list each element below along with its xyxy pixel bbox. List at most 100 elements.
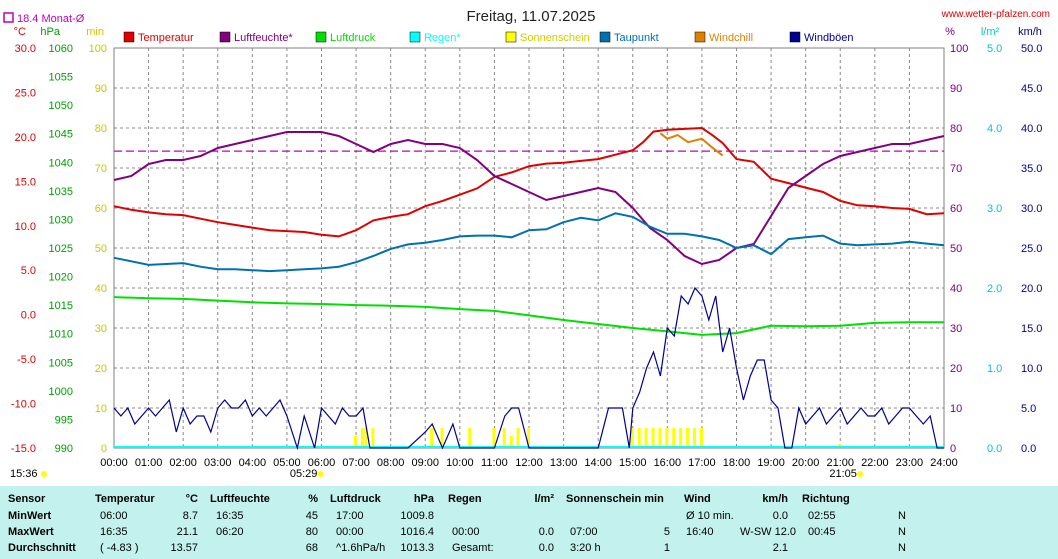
legend: Temperatur Luftfeuchte* Luftdruck Regen* Son… [123, 31, 854, 44]
stats-cell: 00:00 [452, 526, 480, 538]
sunshine-bar [630, 428, 634, 448]
stats-cell: 21.1 [176, 526, 198, 538]
stats-cell: 07:00 [570, 526, 598, 538]
min-tick: 100 [89, 43, 107, 55]
series-windchill [659, 132, 724, 157]
x-tick: 18:00 [723, 457, 751, 469]
sunrise-icon [317, 471, 324, 477]
stats-cell: hPa [413, 493, 434, 505]
sunshine-bar [364, 428, 368, 448]
stats-table: Sensor Temperatur °C Luftfeuchte% Luftdruck h… [0, 486, 1058, 559]
x-tick: 19:00 [757, 457, 785, 469]
legend-label: Windböen [804, 32, 854, 44]
series-luftdruck [113, 296, 944, 336]
stats-cell: 02:55 [808, 510, 836, 522]
stats-cell: 1016.4 [400, 526, 434, 538]
stats-cell: 1 [663, 542, 670, 554]
sunshine-bar [516, 428, 520, 448]
sunshine-bar [430, 428, 434, 448]
x-tick: 17:00 [688, 457, 716, 469]
temp-tick: 25.0 [15, 87, 36, 99]
x-tick: 14:00 [584, 457, 612, 469]
site-link[interactable]: www.wetter-pfalzen.com [941, 9, 1050, 20]
kmh-tick: 40.0 [1021, 123, 1042, 135]
kmh-tick: 15.0 [1021, 323, 1042, 335]
stats-cell: 13.57 [170, 542, 198, 554]
stats-cell: 8.7 [182, 510, 198, 522]
temp-tick: 10.0 [15, 221, 36, 233]
stats-cell: ( -4.83 ) [100, 542, 139, 554]
legend-label: Luftfeuchte* [234, 32, 293, 44]
now-marker: 15:36 [10, 468, 38, 480]
stats-cell: N [898, 510, 906, 522]
sunshine-bars [354, 428, 842, 448]
legend-swatch [315, 31, 327, 43]
stats-cell: % [308, 493, 318, 505]
stats-cell: 0.0 [772, 510, 788, 522]
stats-cell: Durchschnitt [8, 542, 76, 554]
sunshine-bar [468, 428, 472, 448]
hpa-tick: 1005 [49, 357, 73, 369]
lm2-unit: l/m² [981, 26, 1000, 38]
series-lines [113, 126, 945, 451]
sunshine-bar [492, 428, 496, 448]
stats-cell: 0.0 [538, 542, 554, 554]
min-tick: 50 [95, 243, 107, 255]
sunshine-bar [361, 428, 364, 448]
pct-tick: 80 [950, 123, 962, 135]
x-tick: 10:00 [446, 457, 474, 469]
sunshine-bar [658, 428, 662, 448]
stats-cell: km/h [762, 493, 788, 505]
pct-tick: 30 [950, 323, 962, 335]
series-windb-en [113, 286, 944, 451]
x-tick: 09:00 [411, 457, 439, 469]
stats-cell: 80 [305, 526, 318, 538]
x-tick: 04:00 [239, 457, 267, 469]
stats-cell: Richtung [802, 493, 850, 505]
hpa-tick: 1055 [49, 72, 73, 84]
temp-tick: -15.0 [11, 443, 36, 455]
stats-cell: Sonnenschein min [566, 493, 664, 505]
x-tick: 02:00 [169, 457, 197, 469]
legend-label: Windchill [709, 32, 753, 44]
temp-tick: 15.0 [15, 176, 36, 188]
pct-tick: 40 [950, 283, 962, 295]
kmh-tick: 35.0 [1021, 163, 1042, 175]
sunshine-bar [665, 428, 669, 448]
hpa-tick: 1015 [49, 300, 73, 312]
sunshine-bar [371, 428, 375, 448]
x-tick: 07:00 [342, 457, 370, 469]
lm2-tick: 1.0 [987, 363, 1002, 375]
hpa-tick: 1040 [49, 157, 73, 169]
hpa-tick: 1020 [49, 272, 73, 284]
sunshine-bar [440, 428, 444, 448]
stats-cell: MaxWert [8, 526, 54, 538]
x-tick: 05:00 [273, 457, 301, 469]
stats-cell: Sensor [8, 493, 46, 505]
legend-swatch [789, 31, 801, 43]
min-tick: 90 [95, 83, 107, 95]
pct-tick: 100 [950, 43, 968, 55]
monat-label: 18.4 Monat-Ø [17, 13, 85, 25]
legend-swatch [409, 31, 421, 43]
legend-label: Regen* [424, 32, 461, 44]
x-tick: 23:00 [896, 457, 924, 469]
temp-tick: 30.0 [15, 43, 36, 55]
stats-cell: 16:35 [216, 510, 244, 522]
kmh-unit: km/h [1018, 26, 1042, 38]
stats-cell: ^1.6hPa/h [336, 542, 386, 554]
stats-cell: 5 [663, 526, 670, 538]
sunshine-bar [502, 428, 506, 448]
temp-unit: °C [14, 26, 26, 38]
lm2-tick: 2.0 [987, 283, 1002, 295]
stats-cell: MinWert [8, 510, 52, 522]
hpa-tick: 1035 [49, 186, 73, 198]
pct-tick: 20 [950, 363, 962, 375]
stats-cell: °C [185, 493, 198, 505]
stats-cell: N [898, 526, 906, 538]
hpa-tick: 1060 [49, 43, 73, 55]
stats-cell: 17:00 [336, 510, 364, 522]
stats-cell: 1009.8 [400, 510, 434, 522]
min-tick: 30 [95, 323, 107, 335]
stats-cell: Temperatur [95, 493, 155, 505]
